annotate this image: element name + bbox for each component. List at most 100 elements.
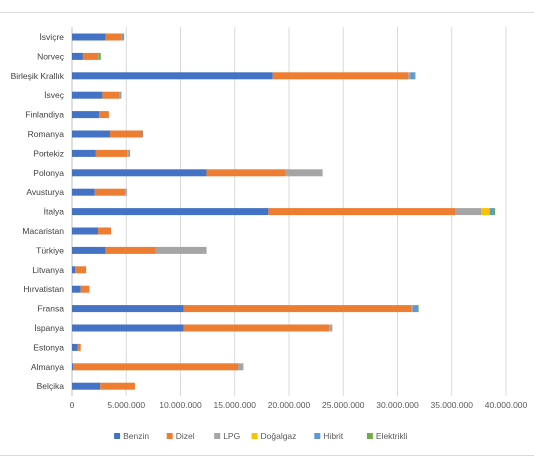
legend-swatch <box>366 433 373 439</box>
bar-segment <box>238 363 244 371</box>
legend-label: Doğalgaz <box>261 431 297 441</box>
x-tick-label: 0 <box>70 400 75 410</box>
bar-segment <box>408 72 411 80</box>
bar-segment <box>98 52 101 60</box>
bottom-border-line <box>0 455 534 456</box>
bar-segment <box>119 91 121 99</box>
x-tick-label: 35.000.000 <box>430 400 473 410</box>
bar-segment <box>72 130 110 138</box>
bar-segment <box>412 305 419 313</box>
bar-segment <box>98 52 99 60</box>
category-label: Birleşik Krallık <box>11 71 65 81</box>
bar-segment <box>72 169 207 177</box>
bar-segment <box>183 305 412 313</box>
category-label: Romanya <box>28 129 65 139</box>
bar-segment <box>455 208 482 216</box>
category-label: Almanya <box>31 362 64 372</box>
bar-segment <box>105 33 122 41</box>
bar-segment <box>72 91 103 99</box>
bar-segment <box>492 208 496 216</box>
x-tick-label: 20.000.000 <box>268 400 311 410</box>
bar-segment <box>120 91 122 99</box>
legend-label: Hibrit <box>323 431 343 441</box>
category-label: Macaristan <box>22 226 64 236</box>
bar-segment <box>105 246 156 254</box>
bar-segment <box>72 33 106 41</box>
category-label: İsviçre <box>39 32 64 42</box>
bar-segment <box>72 363 74 371</box>
bar-segment <box>72 72 273 80</box>
bar-segment <box>125 188 127 196</box>
category-label: İtalya <box>44 207 65 217</box>
bar-group <box>72 33 496 390</box>
legend-swatch <box>166 433 173 439</box>
bar-segment <box>94 188 126 196</box>
bar-segment <box>72 324 184 332</box>
x-tick-label: 15.000.000 <box>213 400 256 410</box>
category-label: İsveç <box>44 90 65 100</box>
legend-label: LPG <box>223 431 240 441</box>
x-tick-label: 10.000.000 <box>159 400 202 410</box>
bar-segment <box>155 246 207 254</box>
bar-segment <box>272 72 409 80</box>
category-label: Türkiye <box>36 245 64 255</box>
bar-segment <box>100 382 135 390</box>
category-label: Hırvatistan <box>23 284 64 294</box>
bar-segment <box>121 33 123 41</box>
bar-segment <box>102 91 120 99</box>
bar-segment <box>123 33 125 41</box>
bar-segment <box>285 169 323 177</box>
category-label: Belçika <box>37 381 65 391</box>
bar-segment <box>98 227 112 235</box>
x-tick-label: 25.000.000 <box>322 400 365 410</box>
category-label: Norveç <box>37 51 65 61</box>
bar-segment <box>126 188 127 196</box>
x-tick-label: 30.000.000 <box>376 400 419 410</box>
bar-segment <box>95 149 128 157</box>
bar-segment <box>72 246 106 254</box>
legend-swatch <box>214 433 221 439</box>
bar-segment <box>77 343 81 351</box>
legend-label: Elektrikli <box>376 431 408 441</box>
category-label: Finlandiya <box>25 110 64 120</box>
bar-segment <box>75 266 87 274</box>
bar-segment <box>142 130 144 138</box>
bar-segment <box>72 266 76 274</box>
bar-segment <box>122 33 124 41</box>
y-axis-labels: İsviçre Norveç Birleşik Krallık İsveç Finlan… <box>11 32 65 391</box>
x-tick-label: 40.000.000 <box>485 400 528 410</box>
bar-segment <box>80 285 90 293</box>
category-label: Estonya <box>33 342 64 352</box>
bar-segment <box>72 227 99 235</box>
bar-segment <box>129 149 131 157</box>
category-label: İspanya <box>34 323 64 333</box>
category-label: Litvanya <box>32 265 64 275</box>
bar-segment <box>410 72 415 80</box>
bar-segment <box>99 111 109 119</box>
bar-segment <box>72 305 184 313</box>
bar-segment <box>73 363 239 371</box>
x-axis-labels: 0 5.000.000 10.000.000 15.000.000 20.000.000… <box>70 400 528 410</box>
bar-segment <box>109 130 143 138</box>
bar-segment <box>72 208 269 216</box>
bar-segment <box>411 305 413 313</box>
bar-segment <box>72 382 101 390</box>
bar-segment <box>72 111 100 119</box>
x-tick-label: 5.000.000 <box>107 400 145 410</box>
bar-segment <box>481 208 490 216</box>
bar-segment <box>183 324 330 332</box>
bar-segment <box>329 324 333 332</box>
bar-segment <box>206 169 286 177</box>
top-border-line <box>0 12 534 13</box>
bar-segment <box>489 208 493 216</box>
legend-label: Dizel <box>176 431 195 441</box>
bar-segment <box>268 208 456 216</box>
bar-segment <box>72 149 96 157</box>
legend-swatch <box>251 433 258 439</box>
gridlines <box>71 27 507 396</box>
legend-label: Benzin <box>123 431 149 441</box>
bar-segment <box>72 343 78 351</box>
legend: Benzin Dizel LPG Doğalgaz Hibrit Elektrikli <box>114 431 408 441</box>
